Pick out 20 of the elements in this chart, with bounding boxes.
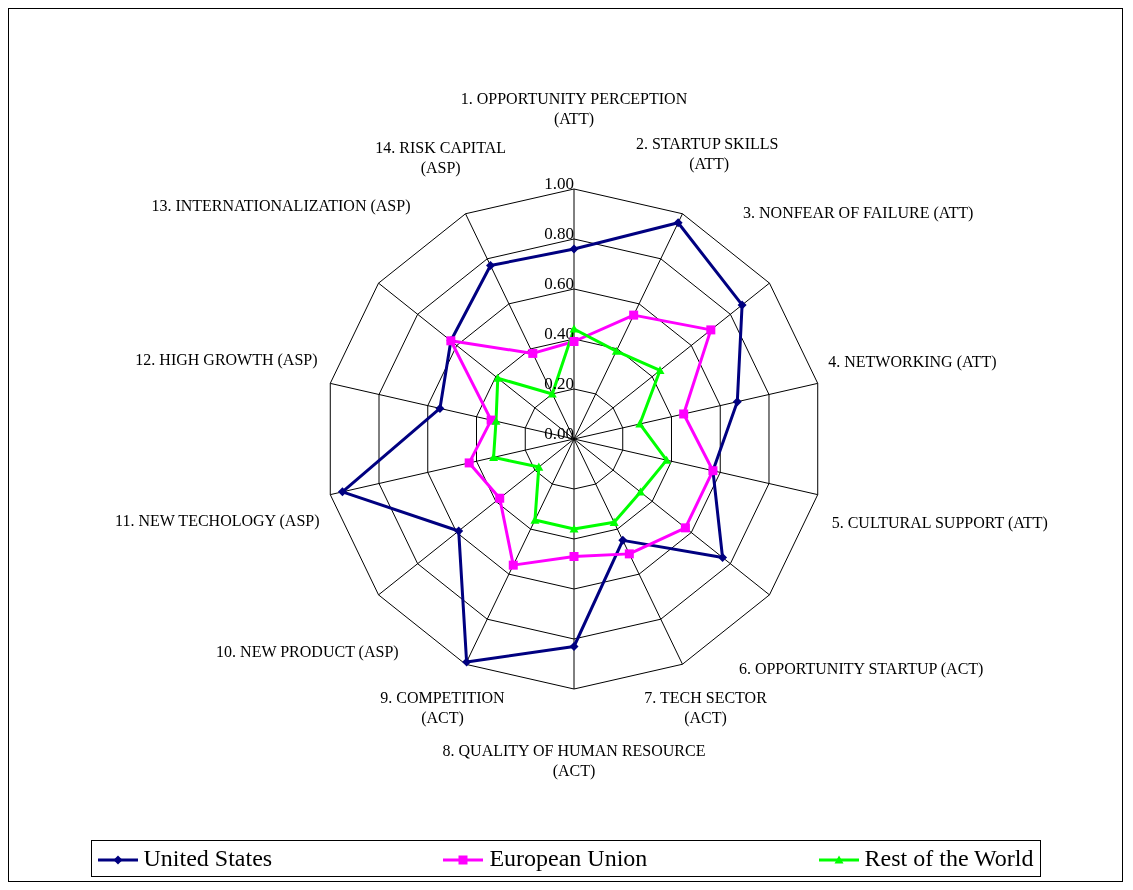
- legend-label: European Union: [488, 845, 648, 872]
- spoke-label: 14. RISK CAPITAL (ASP): [375, 139, 507, 178]
- y-tick-label: 0.80: [544, 224, 574, 243]
- spoke-label: 2. STARTUP SKILLS (ATT): [635, 135, 783, 174]
- spoke-label: 7. TECH SECTOR (ACT): [644, 689, 768, 728]
- spoke-label: 12. HIGH GROWTH (ASP): [135, 351, 318, 370]
- spoke-label: 8. QUALITY OF HUMAN RESOURCE (ACT): [442, 742, 706, 781]
- spoke-label: 5. CULTURAL SUPPORT (ATT): [831, 513, 1048, 532]
- y-tick-label: 0.60: [544, 274, 574, 293]
- y-tick-label: 1.00: [544, 174, 574, 193]
- spoke-label: 1. OPPORTUNITY PERCEPTION (ATT): [460, 90, 688, 129]
- legend-label: United States: [142, 845, 273, 872]
- spoke-label: 6. OPPORTUNITY STARTUP (ACT): [738, 659, 984, 678]
- spoke-label: 9. COMPETITION (ACT): [380, 689, 506, 728]
- spoke-label: 13. INTERNATIONALIZATION (ASP): [151, 196, 411, 215]
- legend-label: Rest of the World: [863, 845, 1034, 872]
- spoke-label: 11. NEW TECHOLOGY (ASP): [115, 511, 320, 530]
- spoke-label: 4. NETWORKING (ATT): [828, 353, 997, 372]
- spoke-label: 3. NONFEAR OF FAILURE (ATT): [743, 203, 974, 222]
- spoke-label: 10. NEW PRODUCT (ASP): [216, 643, 399, 662]
